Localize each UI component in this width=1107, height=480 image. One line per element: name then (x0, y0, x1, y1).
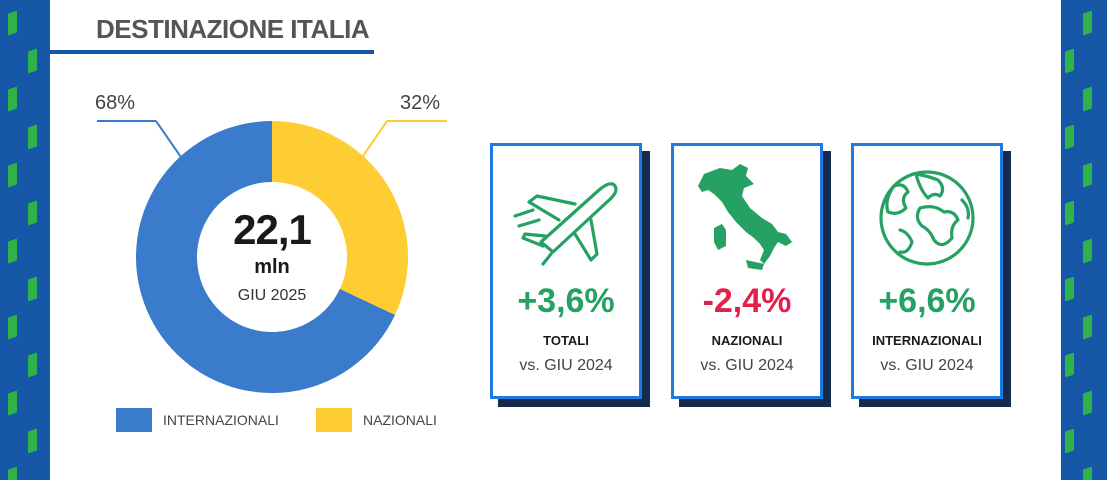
italy-map-icon (698, 164, 792, 270)
donut-center-period: GIU 2025 (237, 287, 307, 304)
card-label-internazionali: INTERNAZIONALI (872, 333, 982, 348)
right-pattern-border (1061, 0, 1107, 480)
donut-center-value: 22,1 (233, 206, 312, 253)
slice-label-internazionali: 68% (95, 92, 136, 114)
legend-swatch-internazionali (116, 408, 152, 432)
stat-card-totali: +3,6% TOTALI vs. GIU 2024 (490, 143, 650, 407)
stat-card-nazionali: -2,4% NAZIONALI vs. GIU 2024 (671, 143, 831, 407)
slice-label-nazionali: 32% (400, 92, 441, 114)
card-value-nazionali: -2,4% (702, 282, 792, 320)
legend-label-nazionali: NAZIONALI (363, 412, 437, 428)
legend-swatch-nazionali (316, 408, 352, 432)
leader-line-internazionali-diag (155, 120, 184, 161)
card-label-totali: TOTALI (543, 333, 589, 348)
card-face: +6,6% INTERNAZIONALI vs. GIU 2024 (851, 143, 1003, 399)
card-value-totali: +3,6% (517, 282, 615, 320)
left-pattern-border (0, 0, 50, 480)
title-underline (50, 50, 374, 54)
card-comparison-internazionali: vs. GIU 2024 (880, 357, 974, 374)
donut-slice-nazionali (272, 121, 409, 315)
card-comparison-nazionali: vs. GIU 2024 (700, 357, 794, 374)
card-face: +3,6% TOTALI vs. GIU 2024 (490, 143, 642, 399)
card-label-nazionali: NAZIONALI (711, 333, 783, 348)
globe-icon (879, 170, 975, 266)
leader-line-nazionali-diag (360, 120, 388, 160)
card-comparison-totali: vs. GIU 2024 (519, 357, 613, 374)
card-value-internazionali: +6,6% (878, 282, 976, 320)
donut-center-unit: mln (254, 256, 290, 278)
airplane-icon (513, 182, 618, 266)
donut-slice-internazionali (136, 121, 396, 393)
page-title: DESTINAZIONE ITALIA (96, 14, 370, 44)
legend-label-internazionali: INTERNAZIONALI (163, 412, 279, 428)
stat-card-internazionali: +6,6% INTERNAZIONALI vs. GIU 2024 (851, 143, 1011, 407)
card-face: -2,4% NAZIONALI vs. GIU 2024 (671, 143, 823, 399)
